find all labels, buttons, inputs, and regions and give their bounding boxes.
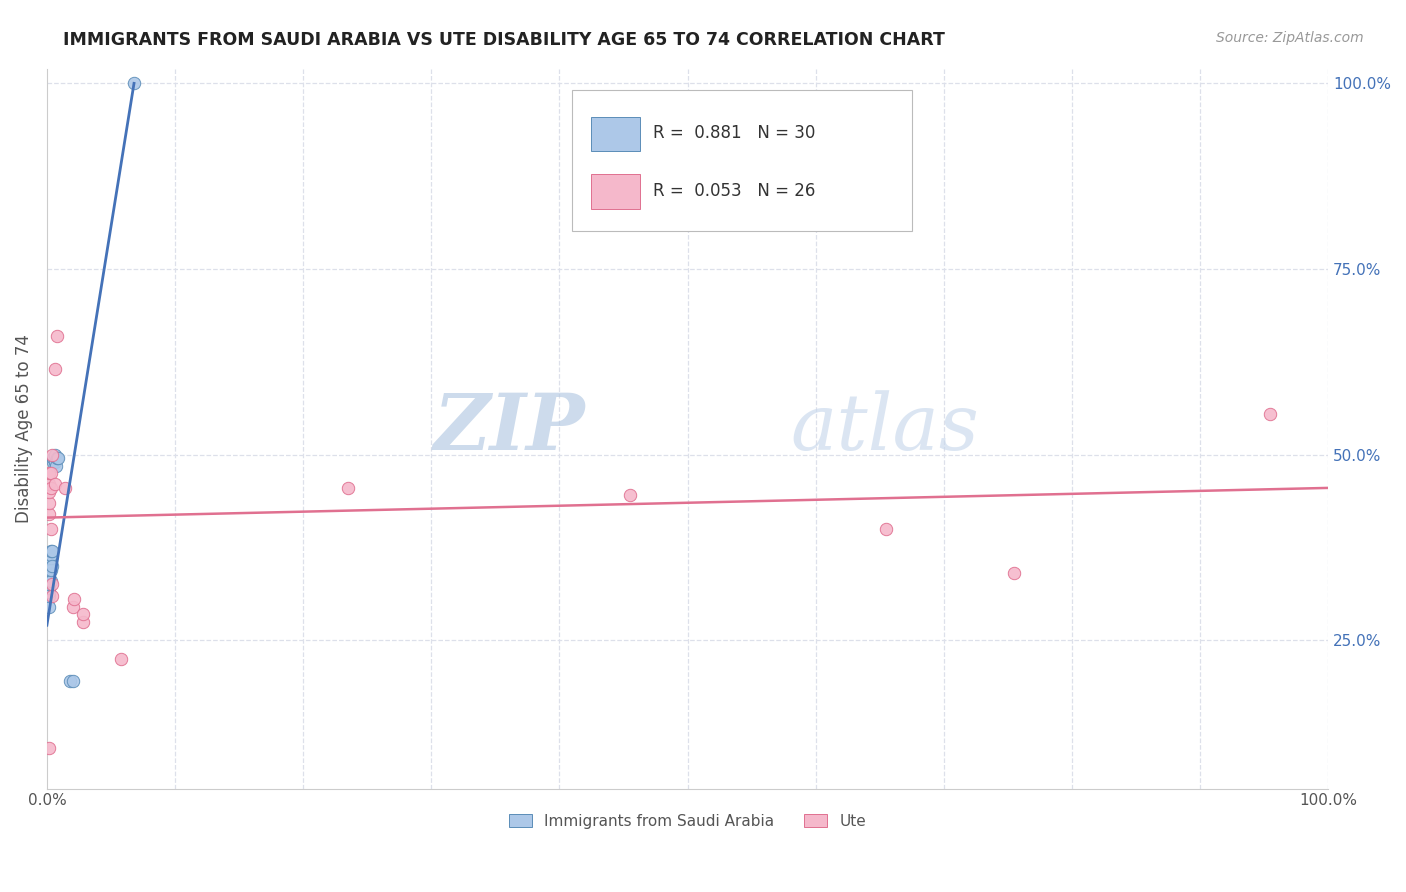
Point (39, 563, 62, 577)
Point (619, 488, 641, 502)
Point (1260, 407, 1282, 421)
Point (48, 451, 70, 466)
Point (38, 548, 60, 562)
FancyBboxPatch shape (592, 117, 640, 152)
Point (46, 451, 69, 466)
FancyBboxPatch shape (572, 90, 911, 230)
Point (38, 477, 60, 491)
Point (1002, 566, 1025, 581)
Point (42, 455, 65, 469)
Point (336, 481, 359, 495)
Point (72, 607, 94, 621)
Point (38, 466, 60, 480)
Point (38, 496, 60, 510)
Point (59, 673, 82, 688)
Point (41, 577, 63, 591)
Point (39, 481, 62, 495)
Point (39, 574, 62, 588)
Point (39, 548, 62, 562)
Point (42, 451, 65, 466)
Point (62, 592, 84, 607)
Point (38, 558, 60, 573)
Point (44, 448, 66, 462)
Point (38, 551, 60, 566)
Point (875, 522, 897, 536)
Point (38, 581, 60, 595)
Point (38, 484, 60, 499)
Point (38, 577, 60, 591)
Text: Source: ZipAtlas.com: Source: ZipAtlas.com (1216, 31, 1364, 45)
Text: R =  0.053   N = 26: R = 0.053 N = 26 (652, 182, 815, 200)
Text: atlas: atlas (790, 391, 979, 467)
Point (38, 563, 60, 577)
Point (39, 466, 62, 480)
Point (44, 477, 66, 491)
Text: IMMIGRANTS FROM SAUDI ARABIA VS UTE DISABILITY AGE 65 TO 74 CORRELATION CHART: IMMIGRANTS FROM SAUDI ARABIA VS UTE DISA… (63, 31, 945, 49)
Point (38, 566, 60, 581)
Point (45, 458, 67, 473)
Point (44, 362, 66, 376)
Point (46, 328, 69, 343)
Point (41, 558, 63, 573)
Point (38, 599, 60, 614)
Point (38, 507, 60, 521)
Point (53, 481, 76, 495)
Point (122, 76, 145, 90)
Point (39, 551, 62, 566)
Text: ZIP: ZIP (433, 391, 585, 467)
Point (41, 544, 63, 558)
Y-axis label: Disability Age 65 to 74: Disability Age 65 to 74 (15, 334, 32, 523)
Point (38, 589, 60, 603)
Legend: Immigrants from Saudi Arabia, Ute: Immigrants from Saudi Arabia, Ute (502, 807, 873, 835)
Point (38, 740, 60, 755)
Point (62, 673, 84, 688)
Point (110, 651, 132, 665)
Point (38, 584, 60, 599)
Point (39, 522, 62, 536)
Point (38, 555, 60, 569)
Point (39, 544, 62, 558)
Point (41, 448, 63, 462)
Point (44, 455, 66, 469)
FancyBboxPatch shape (592, 174, 640, 209)
Point (41, 589, 63, 603)
Point (38, 574, 60, 588)
Point (72, 615, 94, 629)
Point (38, 570, 60, 584)
Text: R =  0.881   N = 30: R = 0.881 N = 30 (652, 124, 815, 143)
Point (62, 599, 84, 614)
